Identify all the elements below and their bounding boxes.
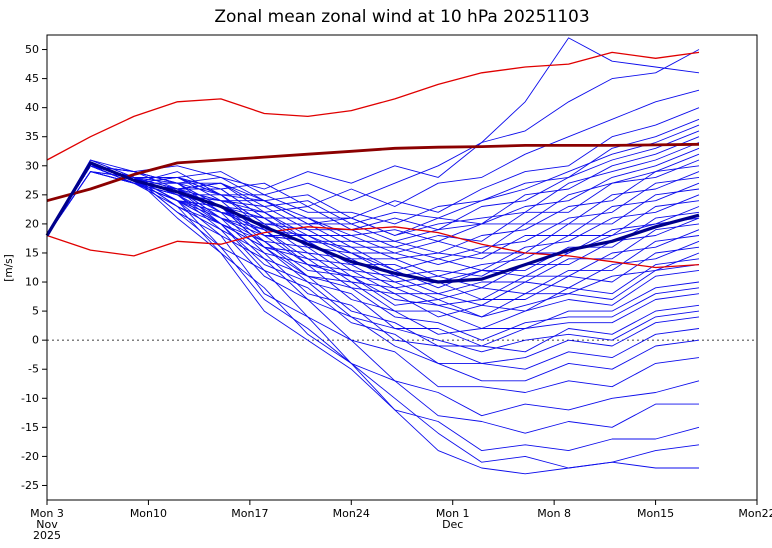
- x-tick-label: Mon10: [130, 507, 167, 520]
- climatology-upper-line: [46, 51, 700, 161]
- ensemble-members-group: [46, 37, 700, 475]
- y-tick-label: 5: [32, 305, 39, 318]
- x-tick-label: Mon17: [231, 507, 268, 520]
- y-tick-label: 50: [25, 43, 39, 56]
- x-tick-label: Mon 8: [537, 507, 571, 520]
- x-tick-year-label: 2025: [33, 529, 61, 542]
- ensemble-member-line: [46, 147, 700, 242]
- ensemble-member-line: [46, 165, 699, 434]
- y-tick-label: 45: [25, 72, 39, 85]
- ensemble-mean-line: [45, 161, 700, 284]
- y-axis-label: [m/s]: [3, 254, 15, 281]
- chart-title: Zonal mean zonal wind at 10 hPa 20251103: [214, 7, 589, 27]
- y-tick-label: -5: [28, 363, 39, 376]
- y-tick-label: 25: [25, 188, 39, 201]
- x-tick-label: Mon 1: [436, 507, 470, 520]
- climatology-mean-line: [46, 142, 700, 203]
- x-tick-label: Mon24: [333, 507, 370, 520]
- ensemble-member-line: [46, 49, 700, 236]
- y-tick-label: 15: [25, 246, 39, 259]
- ensemble-member-line: [46, 159, 700, 248]
- y-tick-label: 20: [25, 217, 39, 230]
- y-tick-label: -15: [21, 421, 39, 434]
- x-tick-label: Mon22: [738, 507, 772, 520]
- ensemble-member-line: [46, 165, 700, 254]
- ensemble-member-line: [46, 165, 700, 452]
- y-tick-label: 30: [25, 159, 39, 172]
- x-tick-label: Mon 3: [30, 507, 64, 520]
- x-tick-sublabel: Nov: [36, 518, 58, 531]
- ensemble-member-line: [46, 171, 699, 475]
- plot-frame: [46, 34, 758, 501]
- x-tick-label: Mon15: [637, 507, 674, 520]
- climatology-lower-line: [46, 226, 700, 269]
- y-tick-label: -25: [21, 479, 39, 492]
- ensemble-member-line: [46, 171, 700, 417]
- ensemble-member-line: [46, 37, 700, 236]
- y-tick-label: -20: [21, 450, 39, 463]
- y-tick-label: 40: [25, 101, 39, 114]
- y-tick-label: 35: [25, 130, 39, 143]
- x-tick-sublabel: Dec: [442, 518, 463, 531]
- y-tick-label: 10: [25, 276, 39, 289]
- ensemble-member-line: [46, 165, 700, 364]
- y-tick-label: 0: [32, 334, 39, 347]
- y-tick-label: -10: [21, 392, 39, 405]
